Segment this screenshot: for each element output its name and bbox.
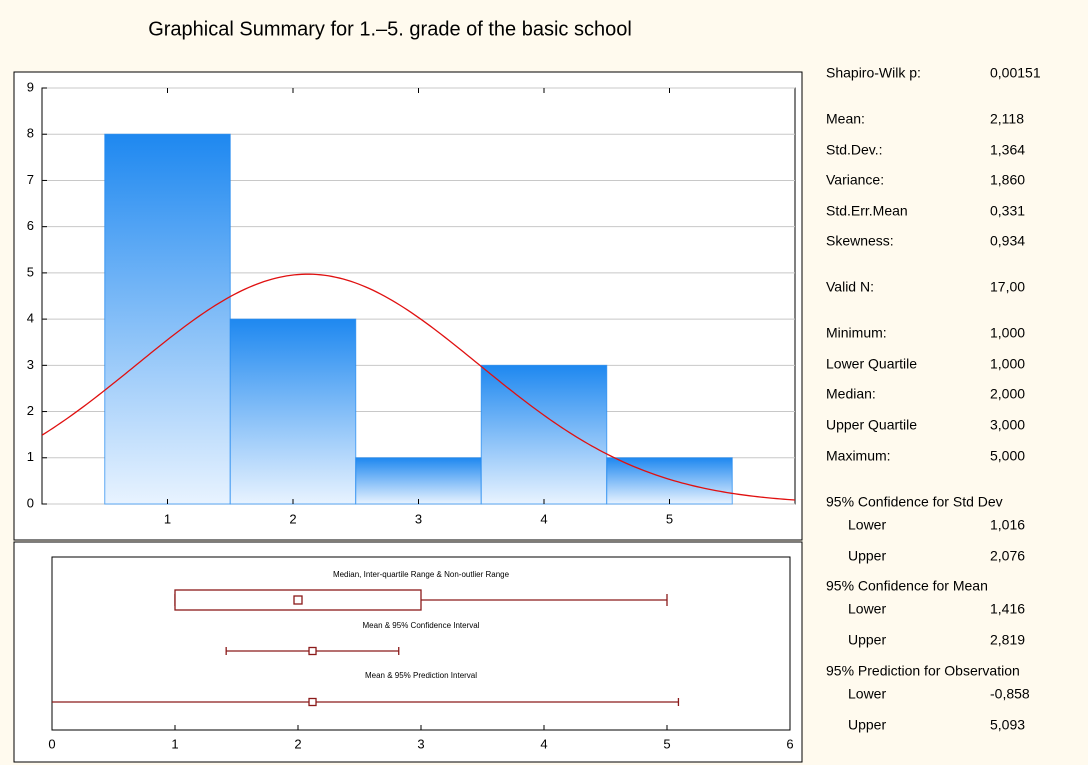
stat-value: 1,000 xyxy=(990,325,1025,341)
bar xyxy=(104,133,231,505)
stat-label: Lower xyxy=(848,517,886,533)
stat-label: Lower Quartile xyxy=(826,356,917,372)
y-tick-label: 4 xyxy=(27,311,34,326)
bar xyxy=(606,457,733,505)
x-tick-label: 2 xyxy=(294,736,301,751)
y-tick-label: 5 xyxy=(27,264,34,279)
stat-label: Variance: xyxy=(826,172,884,188)
y-tick-label: 9 xyxy=(27,79,34,94)
row-label: Median, Inter-quartile Range & Non-outli… xyxy=(333,570,510,579)
stat-label: Shapiro-Wilk p: xyxy=(826,65,921,81)
stat-value: 5,000 xyxy=(990,448,1025,464)
median-marker xyxy=(293,595,303,605)
x-tick-label: 3 xyxy=(417,736,424,751)
stat-value: 1,364 xyxy=(990,142,1025,158)
x-tick-label: 1 xyxy=(171,736,178,751)
stat-value: 3,000 xyxy=(990,417,1025,433)
stat-label: Upper xyxy=(848,548,886,564)
stat-value: 0,00151 xyxy=(990,65,1041,81)
stat-label: Std.Err.Mean xyxy=(826,203,908,219)
stat-value: 2,076 xyxy=(990,548,1025,564)
bar xyxy=(355,457,482,505)
stat-value: 1,016 xyxy=(990,517,1025,533)
bar xyxy=(229,318,357,505)
stat-label: 95% Prediction for Observation xyxy=(826,663,1020,679)
x-tick-label: 6 xyxy=(786,736,793,751)
stat-label: Skewness: xyxy=(826,233,894,249)
stat-value: 0,934 xyxy=(990,233,1025,249)
stat-value: 2,118 xyxy=(990,111,1024,127)
x-tick-label: 5 xyxy=(666,511,673,526)
mean-marker xyxy=(308,697,317,707)
stat-value: 0,331 xyxy=(990,203,1025,219)
stat-label: Upper xyxy=(848,717,886,733)
boxplot-plot-area xyxy=(51,556,791,731)
stat-label: Lower xyxy=(848,601,886,617)
stat-label: Mean: xyxy=(826,111,865,127)
stat-value: 5,093 xyxy=(990,717,1025,733)
y-tick-label: 7 xyxy=(27,172,34,187)
y-tick-label: 2 xyxy=(27,403,34,418)
stat-label: Median: xyxy=(826,386,876,402)
stat-value: 2,819 xyxy=(990,632,1025,648)
stat-label: Valid N: xyxy=(826,279,874,295)
mean-marker xyxy=(308,646,317,656)
y-tick-label: 0 xyxy=(27,495,34,510)
row-label: Mean & 95% Confidence Interval xyxy=(363,621,480,630)
x-tick-label: 3 xyxy=(415,511,422,526)
stat-value: 17,00 xyxy=(990,279,1025,295)
boxplot-rows xyxy=(52,589,680,707)
stat-label: Lower xyxy=(848,686,886,702)
x-tick-label: 1 xyxy=(164,511,171,526)
stat-label: Std.Dev.: xyxy=(826,142,883,158)
stat-label: 95% Confidence for Mean xyxy=(826,578,988,594)
stat-label: Maximum: xyxy=(826,448,891,464)
y-tick-label: 6 xyxy=(27,218,34,233)
stat-value: 1,000 xyxy=(990,356,1025,372)
x-tick-label: 4 xyxy=(540,736,547,751)
stat-value: -0,858 xyxy=(990,686,1030,702)
x-tick-label: 4 xyxy=(540,511,547,526)
stat-label: Minimum: xyxy=(826,325,887,341)
x-tick-label: 2 xyxy=(289,511,296,526)
y-tick-label: 1 xyxy=(27,449,34,464)
stat-label: Upper xyxy=(848,632,886,648)
stat-value: 1,860 xyxy=(990,172,1025,188)
y-tick-label: 3 xyxy=(27,357,34,372)
x-tick-label: 0 xyxy=(48,736,55,751)
row-label: Mean & 95% Prediction Interval xyxy=(365,671,477,680)
title: Graphical Summary for 1.–5. grade of the… xyxy=(148,18,632,40)
stat-label: 95% Confidence for Std Dev xyxy=(826,494,1003,510)
stat-value: 1,416 xyxy=(990,601,1025,617)
x-tick-label: 5 xyxy=(663,736,670,751)
marks: 0 1 2 3 4 5 6 7 8 9 1 2 3 4 5 0 1 2 3 4 5 6 Median, Inter-quar… xyxy=(27,65,1041,752)
normal-curve xyxy=(42,273,795,501)
stat-value: 2,000 xyxy=(990,386,1025,402)
y-tick-label: 8 xyxy=(27,126,34,141)
bar xyxy=(480,364,608,505)
stat-label: Upper Quartile xyxy=(826,417,917,433)
